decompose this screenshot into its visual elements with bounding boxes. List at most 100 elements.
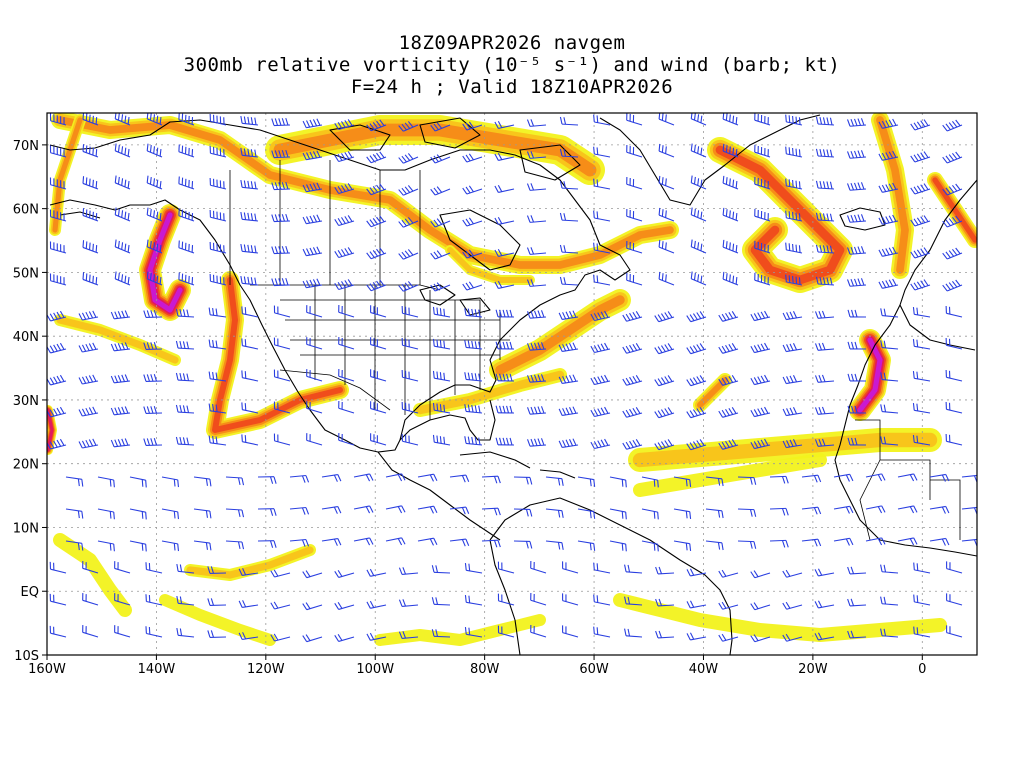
wind-barb xyxy=(430,282,451,292)
iceland-coast xyxy=(839,207,886,231)
wind-barb xyxy=(686,343,707,355)
cuba-coast xyxy=(459,451,576,479)
wind-barb xyxy=(208,339,227,350)
lat-tick-label: 50N xyxy=(13,266,39,281)
wind-barb xyxy=(785,178,803,190)
wind-barb xyxy=(865,505,886,514)
wind-barb xyxy=(782,343,803,353)
wind-barb xyxy=(722,175,739,190)
wind-barb xyxy=(814,632,835,641)
wind-barb xyxy=(225,476,245,486)
wind-barb xyxy=(880,372,899,382)
wind-barb xyxy=(750,342,771,354)
wind-barb xyxy=(912,371,931,382)
wind-barb xyxy=(464,340,483,350)
wind-barb xyxy=(481,475,501,484)
wind-barb xyxy=(431,565,451,574)
wind-barb xyxy=(913,562,931,574)
lon-tick-label: 80W xyxy=(470,662,500,677)
wind-barb xyxy=(366,215,387,228)
lon-tick-label: 20W xyxy=(798,662,828,677)
wind-barb xyxy=(143,342,163,351)
wind-barb xyxy=(846,278,867,287)
wind-barb xyxy=(366,600,387,609)
wind-barb xyxy=(754,272,771,286)
wind-barb xyxy=(562,625,579,638)
wind-barb xyxy=(49,561,67,574)
wind-barb xyxy=(654,343,675,355)
wind-barb xyxy=(366,568,387,577)
central-america-coast xyxy=(377,451,501,541)
wind-barb xyxy=(833,505,854,514)
wind-barb xyxy=(737,540,757,549)
wind-barb xyxy=(494,185,515,193)
wind-barb xyxy=(193,540,212,551)
wind-barb xyxy=(178,208,195,222)
wind-barb xyxy=(686,311,707,323)
wind-barb xyxy=(302,634,323,643)
wind-barb xyxy=(82,561,99,574)
wind-barb xyxy=(558,406,579,417)
wind-barb xyxy=(178,144,195,158)
wind-barb xyxy=(497,625,515,638)
wind-barb xyxy=(49,273,67,286)
wind-barb xyxy=(398,631,419,640)
wind-barb xyxy=(366,632,387,641)
wind-barb xyxy=(432,402,451,414)
wind-barb xyxy=(878,118,899,129)
wind-barb xyxy=(945,338,963,350)
wind-barb xyxy=(769,507,789,516)
wind-barb xyxy=(782,569,803,578)
wind-barb xyxy=(624,564,643,574)
wind-barb xyxy=(49,241,67,254)
wind-barb xyxy=(302,246,323,257)
wind-barb xyxy=(146,113,163,126)
wind-barb xyxy=(370,305,387,318)
wind-barb xyxy=(49,593,67,606)
wind-barb xyxy=(782,439,803,449)
wind-barb xyxy=(558,438,579,449)
wind-barb xyxy=(527,438,547,447)
lat-tick-label: EQ xyxy=(21,585,39,600)
vorticity-band xyxy=(374,614,546,646)
wind-barb xyxy=(114,239,131,254)
wind-barb xyxy=(558,342,579,353)
wind-barb xyxy=(178,113,195,126)
wind-barb xyxy=(545,476,564,486)
wind-barb xyxy=(658,207,675,222)
wind-barb xyxy=(658,143,675,158)
wind-barb xyxy=(464,436,483,446)
title-line-3: F=24 h ; Valid 18Z10APR2026 xyxy=(350,76,674,98)
wind-barb xyxy=(942,279,963,292)
wind-barb xyxy=(754,113,771,126)
wind-barb xyxy=(722,143,739,158)
wind-barb xyxy=(782,311,803,321)
wind-barb xyxy=(593,114,611,126)
europe-africa-coast xyxy=(834,179,977,557)
wind-barb xyxy=(207,598,227,606)
wind-barb xyxy=(176,563,195,574)
wind-barb xyxy=(559,212,579,222)
wind-barb xyxy=(558,310,579,321)
wind-barb xyxy=(785,114,803,126)
wind-barb xyxy=(801,506,822,515)
wind-barb xyxy=(815,244,835,254)
wind-barb xyxy=(334,215,355,227)
title-line-2: 300mb relative vorticity (10⁻⁵ s⁻¹) and … xyxy=(183,54,841,76)
wind-barb xyxy=(145,562,163,574)
wind-barb xyxy=(622,311,643,322)
wind-barb xyxy=(658,175,675,190)
wind-barb xyxy=(690,175,707,190)
wind-barb xyxy=(302,214,323,225)
wind-barb xyxy=(737,508,757,517)
wind-barb xyxy=(241,338,259,350)
wind-barb xyxy=(769,539,789,548)
wind-barb xyxy=(145,626,163,638)
wind-barb xyxy=(577,508,596,519)
wind-barb xyxy=(82,208,99,222)
wind-barb xyxy=(240,275,259,286)
wind-barb xyxy=(912,307,931,318)
wind-barb xyxy=(626,240,643,254)
wind-barb xyxy=(846,214,867,223)
